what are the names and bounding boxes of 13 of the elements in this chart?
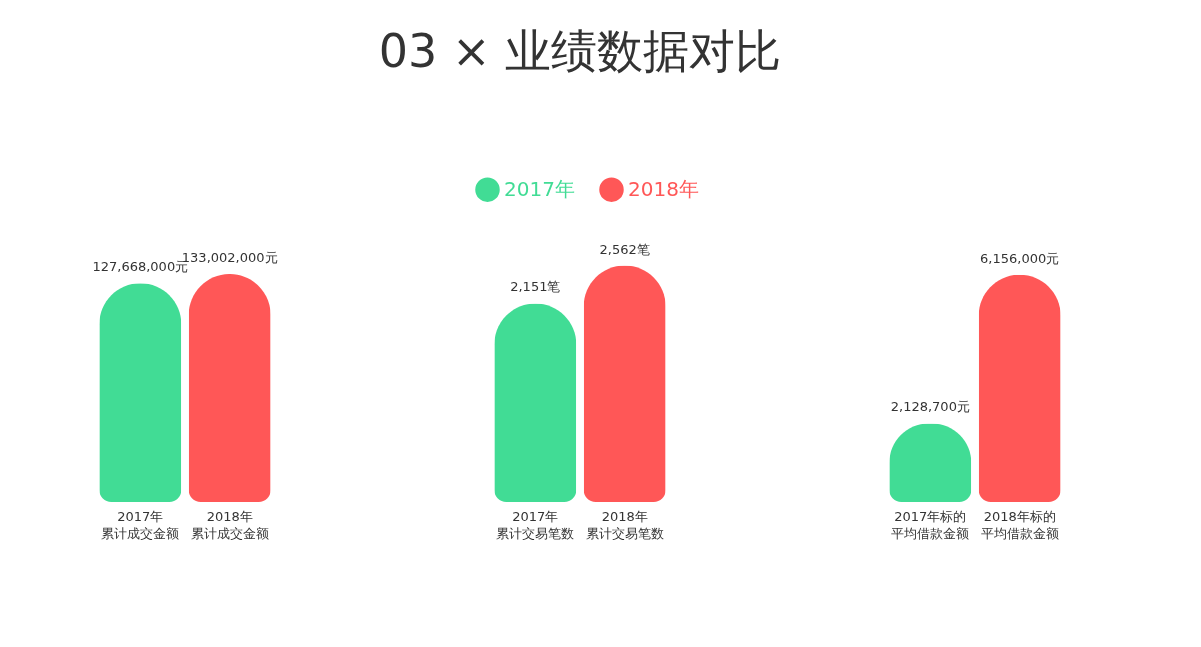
x-tick-label: 2017年标的平均借款金额 <box>891 508 970 541</box>
x-tick-label: 2018年累计交易笔数 <box>585 508 664 541</box>
chart-title: 03 × 业绩数据对比 <box>378 24 782 78</box>
data-label: 2,128,700元 <box>890 399 970 415</box>
x-tick-label: 2017年累计成交金额 <box>101 508 180 541</box>
x-tick-label: 2018年标的平均借款金额 <box>980 508 1059 541</box>
data-label: 2,562笔 <box>599 241 650 257</box>
data-label: 6,156,000元 <box>980 250 1060 266</box>
x-tick-label: 2018年累计成交金额 <box>190 508 269 541</box>
legend-label: 2017年 <box>504 176 575 201</box>
legend-label: 2018年 <box>628 176 699 201</box>
data-label: 2,151笔 <box>510 279 561 295</box>
x-tick-label: 2017年累计交易笔数 <box>496 508 575 541</box>
